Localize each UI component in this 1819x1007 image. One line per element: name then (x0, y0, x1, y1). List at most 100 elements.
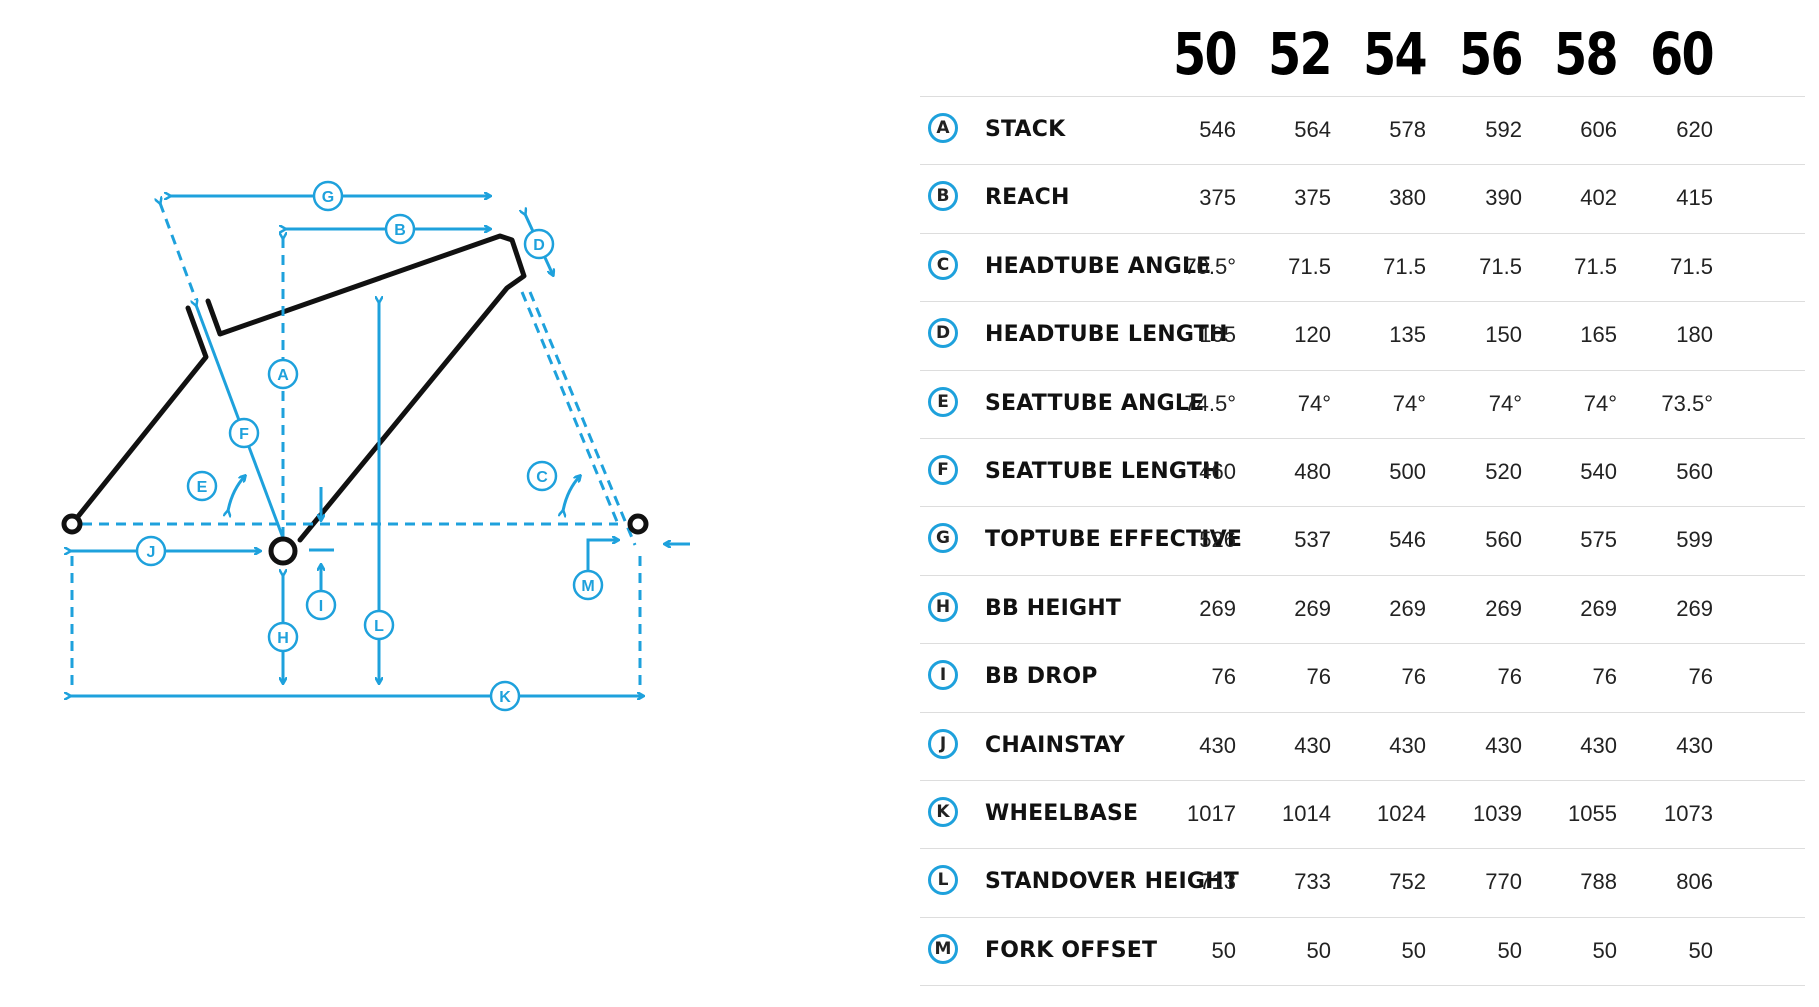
value-cell-size-52: 76 (1306, 664, 1331, 690)
diagram-badge-a: A (267, 358, 299, 390)
svg-text:C: C (536, 469, 548, 486)
row-badge-d: D (928, 318, 958, 349)
diagram-badge-c: C (526, 460, 558, 492)
frame-diagram-svg: G B D A F E C J I M H L K (61, 180, 690, 712)
value-cell-size-58: 402 (1580, 185, 1617, 211)
value-cell-size-54: 71.5 (1383, 253, 1426, 279)
value-cell-size-50: 460 (1199, 458, 1236, 484)
geometry-row-m: M FORK OFFSET 50 50 50 50 50 50 (920, 918, 1805, 987)
diagram-badge-e: E (186, 470, 218, 502)
value-cell-size-60: 71.5 (1670, 253, 1713, 279)
geometry-row-l: L STANDOVER HEIGHT 713 733 752 770 788 806 (920, 849, 1805, 918)
svg-text:J: J (147, 544, 156, 561)
row-badge-a: A (928, 113, 958, 143)
value-cell-size-58: 540 (1580, 458, 1617, 484)
value-cell-size-52: 74° (1297, 390, 1331, 416)
bike-frame (69, 233, 527, 543)
geometry-row-g: G TOPTUBE EFFECTIVE 526 537 546 560 575 599 (920, 507, 1805, 576)
value-cell-size-50: 526 (1199, 527, 1236, 553)
geometry-row-a: A STACK 546 564 578 592 606 620 (920, 97, 1805, 166)
value-cell-size-58: 71.5 (1574, 253, 1617, 279)
geometry-row-f: F SEATTUBE LENGTH 460 480 500 520 540 560 (920, 439, 1805, 508)
row-label: REACH (985, 185, 1070, 211)
value-cell-size-56: 592 (1485, 117, 1522, 142)
value-cell-size-60: 269 (1676, 595, 1713, 621)
diagram-badge-b: B (384, 213, 416, 245)
value-cell-size-60: 73.5° (1661, 390, 1713, 416)
value-cell-size-50: 70.5° (1184, 253, 1236, 279)
geometry-row-j: J CHAINSTAY 430 430 430 430 430 430 (920, 713, 1805, 781)
value-cell-size-50: 1017 (1187, 800, 1236, 826)
row-label: STACK (985, 117, 1066, 142)
svg-text:D: D (533, 237, 545, 254)
row-label: BB DROP (985, 664, 1098, 690)
geometry-row-d: D HEADTUBE LENGTH 105 120 135 150 165 180 (920, 302, 1805, 371)
geometry-row-b: B REACH 375 375 380 390 402 415 (920, 165, 1805, 234)
size-56-header: 56 (1459, 20, 1524, 88)
value-cell-size-54: 380 (1389, 185, 1426, 211)
value-cell-size-60: 76 (1688, 664, 1713, 690)
value-cell-size-52: 71.5 (1288, 253, 1331, 279)
size-54-header: 54 (1363, 20, 1428, 88)
geometry-row-h: H BB HEIGHT 269 269 269 269 269 269 (920, 576, 1805, 645)
svg-text:B: B (394, 222, 406, 239)
value-cell-size-50: 269 (1199, 595, 1236, 621)
header-divider (920, 96, 1805, 97)
row-badge-c: C (928, 249, 958, 280)
bottom-bracket (268, 536, 298, 566)
diagram-badge-i: I (305, 589, 337, 621)
size-60-header: 60 (1650, 20, 1715, 88)
svg-text:F: F (239, 426, 249, 443)
row-badge-h: H (928, 591, 958, 622)
value-cell-size-52: 430 (1294, 732, 1331, 758)
value-cell-size-54: 500 (1389, 458, 1426, 484)
value-cell-size-58: 76 (1592, 664, 1617, 690)
value-cell-size-56: 76 (1497, 664, 1522, 690)
svg-text:E: E (197, 479, 208, 496)
value-cell-size-58: 269 (1580, 595, 1617, 621)
value-cell-size-50: 713 (1199, 869, 1236, 895)
value-cell-size-54: 752 (1389, 869, 1426, 895)
value-cell-size-60: 560 (1676, 458, 1713, 484)
rear-axle (61, 513, 83, 535)
value-cell-size-54: 1024 (1377, 800, 1426, 826)
value-cell-size-60: 599 (1676, 527, 1713, 553)
value-cell-size-60: 430 (1676, 732, 1713, 758)
value-cell-size-58: 1055 (1568, 800, 1617, 826)
svg-text:H: H (277, 630, 289, 647)
diagram-badge-h: H (267, 621, 299, 653)
svg-text:M: M (581, 578, 594, 595)
diagram-badge-m: M (572, 569, 604, 601)
row-badge-m: M (928, 933, 958, 964)
row-badge-b: B (928, 181, 958, 212)
value-cell-size-54: 578 (1389, 117, 1426, 142)
value-cell-size-58: 50 (1592, 937, 1617, 963)
value-cell-size-52: 375 (1294, 185, 1331, 211)
svg-text:K: K (499, 689, 511, 706)
value-cell-size-56: 560 (1485, 527, 1522, 553)
row-label: STANDOVER HEIGHT (985, 869, 1239, 895)
value-cell-size-58: 575 (1580, 527, 1617, 553)
row-badge-i: I (928, 660, 958, 691)
size-50-header: 50 (1173, 20, 1238, 88)
row-badge-l: L (928, 865, 958, 896)
value-cell-size-52: 50 (1306, 937, 1331, 963)
value-cell-size-58: 430 (1580, 732, 1617, 758)
geometry-row-e: E SEATTUBE ANGLE 74.5° 74° 74° 74° 74° 73.5° (920, 371, 1805, 439)
diagram-badge-l: L (363, 609, 395, 641)
value-cell-size-60: 806 (1676, 869, 1713, 895)
value-cell-size-58: 74° (1583, 390, 1617, 416)
value-cell-size-56: 50 (1497, 937, 1522, 963)
row-badge-j: J (928, 728, 958, 759)
value-cell-size-54: 50 (1401, 937, 1426, 963)
value-cell-size-52: 480 (1294, 458, 1331, 484)
diagram-badge-j: J (135, 535, 167, 567)
value-cell-size-60: 50 (1688, 937, 1713, 963)
value-cell-size-60: 180 (1676, 322, 1713, 348)
front-axle (627, 513, 649, 535)
value-cell-size-52: 120 (1294, 322, 1331, 348)
row-label: TOPTUBE EFFECTIVE (985, 527, 1243, 553)
value-cell-size-56: 390 (1485, 185, 1522, 211)
value-cell-size-54: 269 (1389, 595, 1426, 621)
value-cell-size-56: 520 (1485, 458, 1522, 484)
